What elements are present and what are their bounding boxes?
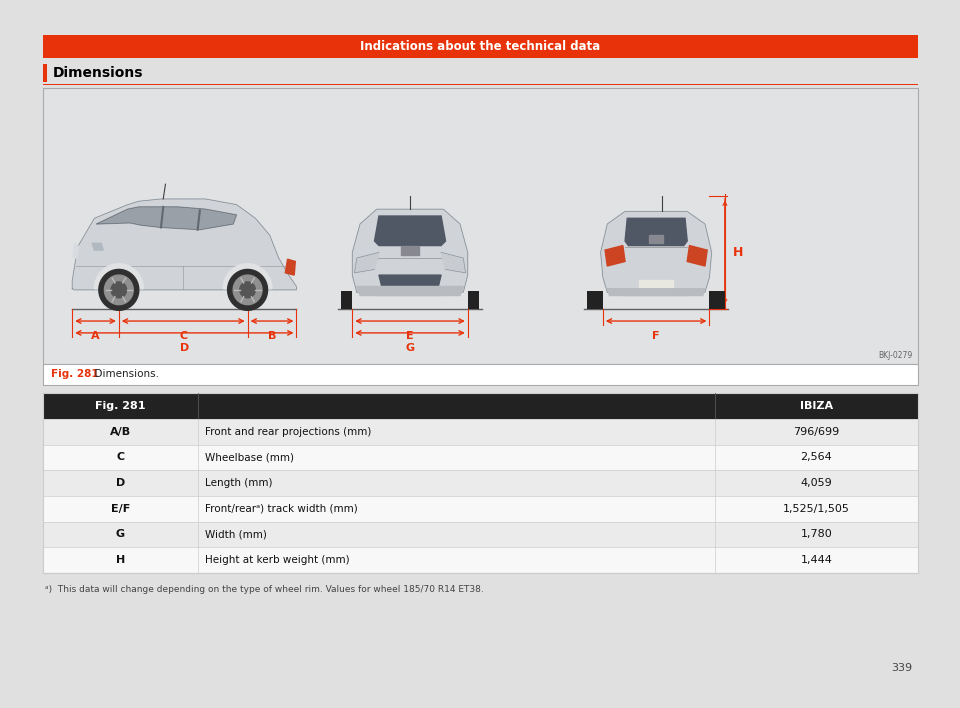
Bar [43,393,918,573]
Bar [43,64,47,82]
Polygon shape [374,216,445,246]
Text: Dimensions: Dimensions [53,66,143,80]
Text: 1,780: 1,780 [801,530,832,539]
Polygon shape [223,264,272,289]
Text: Fig. 281: Fig. 281 [95,401,146,411]
Polygon shape [605,246,625,266]
Text: 1,444: 1,444 [801,555,832,565]
Bar [43,363,918,385]
Text: 2,564: 2,564 [801,452,832,462]
Text: ᵃ)  This data will change depending on the type of wheel rim. Values for wheel 1: ᵃ) This data will change depending on th… [45,585,484,594]
Text: Front/rearᵃ) track width (mm): Front/rearᵃ) track width (mm) [205,504,358,514]
Text: Dimensions.: Dimensions. [87,370,158,379]
Text: G: G [405,343,415,353]
Bar [468,291,479,309]
Bar [43,496,918,522]
Polygon shape [687,246,708,266]
Polygon shape [639,280,673,289]
Bar [341,291,352,309]
Text: A/B: A/B [109,427,131,437]
Text: Indications about the technical data: Indications about the technical data [360,40,601,53]
Polygon shape [352,209,468,295]
Text: Height at kerb weight (mm): Height at kerb weight (mm) [205,555,350,565]
Text: E: E [406,331,414,341]
Text: Wheelbase (mm): Wheelbase (mm) [205,452,295,462]
Polygon shape [94,264,143,289]
Bar [43,445,918,470]
Polygon shape [228,270,268,310]
Text: 1,525/1,505: 1,525/1,505 [783,504,850,514]
Polygon shape [608,289,705,295]
Text: B: B [268,331,276,341]
Bar [43,88,918,363]
Polygon shape [441,252,466,273]
Text: F: F [653,331,660,341]
Text: D: D [180,343,189,353]
Text: Length (mm): Length (mm) [205,478,273,488]
Bar [43,547,918,573]
Polygon shape [354,252,379,273]
Text: 339: 339 [891,663,912,673]
Polygon shape [105,275,133,304]
Text: H: H [116,555,125,565]
Polygon shape [97,207,236,229]
Polygon shape [240,282,255,298]
Polygon shape [401,246,419,255]
Polygon shape [111,282,127,298]
Bar [43,393,918,419]
Polygon shape [233,275,262,304]
Polygon shape [625,218,687,246]
Polygon shape [72,199,297,290]
Polygon shape [357,287,464,295]
Text: IBIZA: IBIZA [800,401,833,411]
Text: D: D [116,478,125,488]
Bar [43,35,918,58]
Text: 4,059: 4,059 [801,478,832,488]
Bar [43,470,918,496]
Text: C: C [116,452,125,462]
Polygon shape [73,244,79,258]
Polygon shape [285,259,296,275]
Bar [588,291,603,309]
Polygon shape [99,270,139,310]
Polygon shape [650,235,662,244]
Text: A: A [91,331,100,341]
Text: Front and rear projections (mm): Front and rear projections (mm) [205,427,372,437]
Polygon shape [379,275,441,289]
Text: G: G [116,530,125,539]
Text: C: C [180,331,187,341]
Bar [43,84,918,85]
Text: Width (mm): Width (mm) [205,530,267,539]
Text: 796/699: 796/699 [793,427,839,437]
Text: BKJ-0279: BKJ-0279 [878,350,913,360]
Bar [43,522,918,547]
Bar [709,291,725,309]
Text: H: H [732,246,743,259]
Polygon shape [92,244,104,250]
Bar [43,419,918,445]
Polygon shape [601,212,711,295]
Text: E/F: E/F [110,504,131,514]
Text: Fig. 281: Fig. 281 [51,370,99,379]
